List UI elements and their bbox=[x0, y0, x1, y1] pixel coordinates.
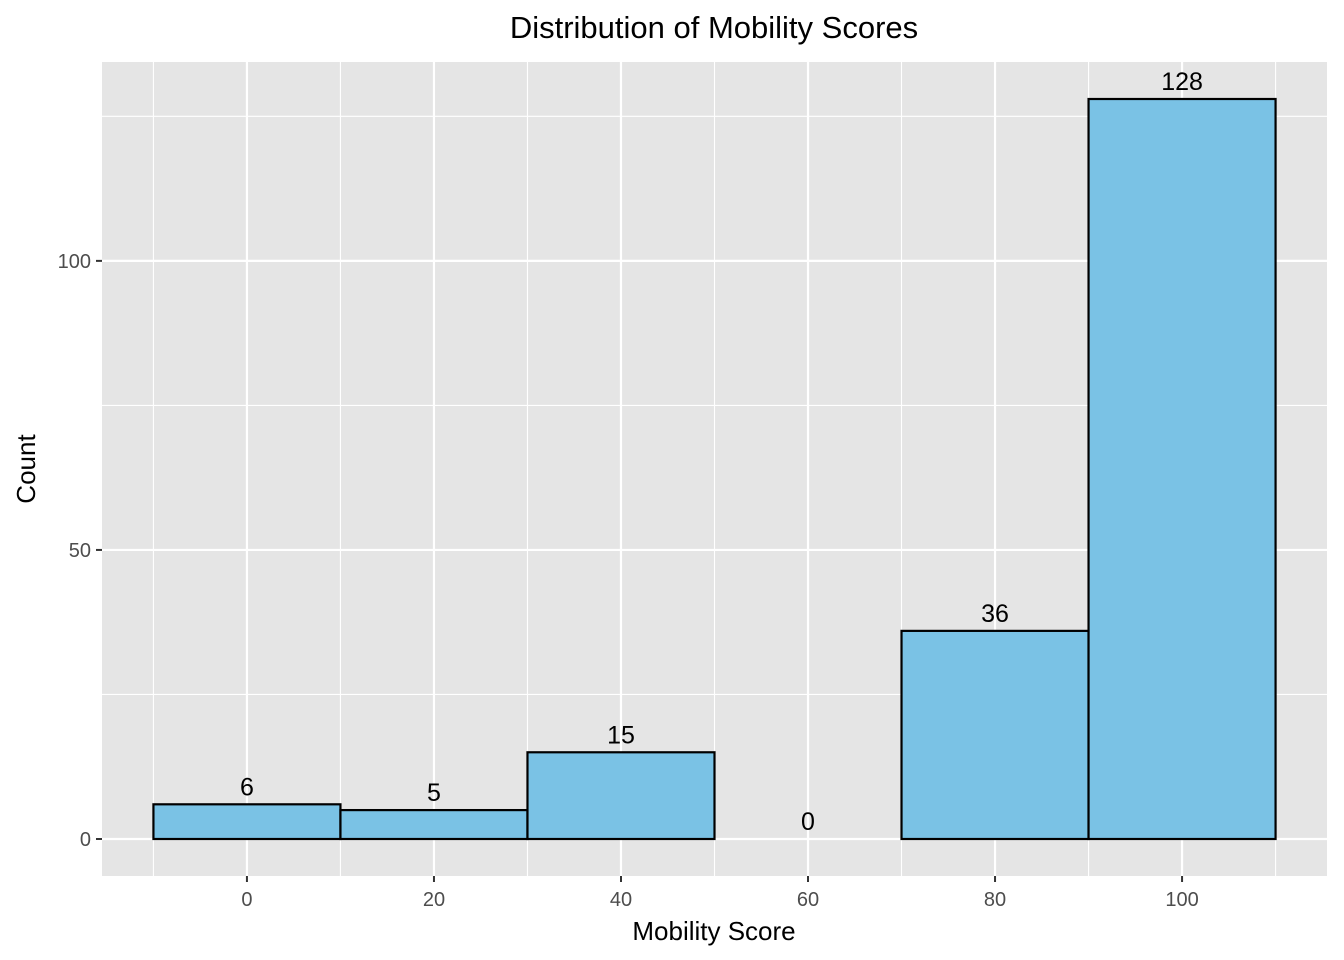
chart-title: Distribution of Mobility Scores bbox=[510, 10, 918, 45]
bar-value-label: 128 bbox=[1161, 68, 1203, 96]
histogram-bar bbox=[900, 629, 1090, 841]
y-tick-label: 50 bbox=[69, 540, 91, 562]
y-tick-label: 100 bbox=[58, 251, 91, 273]
x-tick-label: 40 bbox=[610, 889, 632, 911]
bar-value-label: 15 bbox=[607, 721, 635, 749]
x-tick-label: 100 bbox=[1165, 889, 1198, 911]
bar-value-label: 6 bbox=[240, 773, 254, 801]
x-tick-label: 0 bbox=[241, 889, 252, 911]
histogram-bar bbox=[526, 751, 716, 841]
y-axis-title: Count bbox=[11, 434, 41, 504]
x-axis: 0 20 40 60 80 100 bbox=[241, 876, 1199, 911]
bars bbox=[152, 97, 1277, 841]
bar-value-label: 36 bbox=[981, 600, 1009, 628]
histogram-bar bbox=[152, 803, 342, 841]
x-axis-title: Mobility Score bbox=[632, 916, 795, 946]
histogram-bar bbox=[339, 808, 529, 841]
bar-value-label: 0 bbox=[801, 808, 815, 836]
x-tick-label: 60 bbox=[797, 889, 819, 911]
y-tick-label: 0 bbox=[80, 829, 91, 851]
bar-value-labels: 6 5 15 0 36 128 bbox=[240, 68, 1203, 836]
bar-value-label: 5 bbox=[427, 779, 441, 807]
x-tick-label: 20 bbox=[423, 889, 445, 911]
x-tick-label: 80 bbox=[984, 889, 1006, 911]
histogram-bar bbox=[1087, 97, 1277, 841]
y-axis: 0 50 100 bbox=[58, 251, 102, 851]
